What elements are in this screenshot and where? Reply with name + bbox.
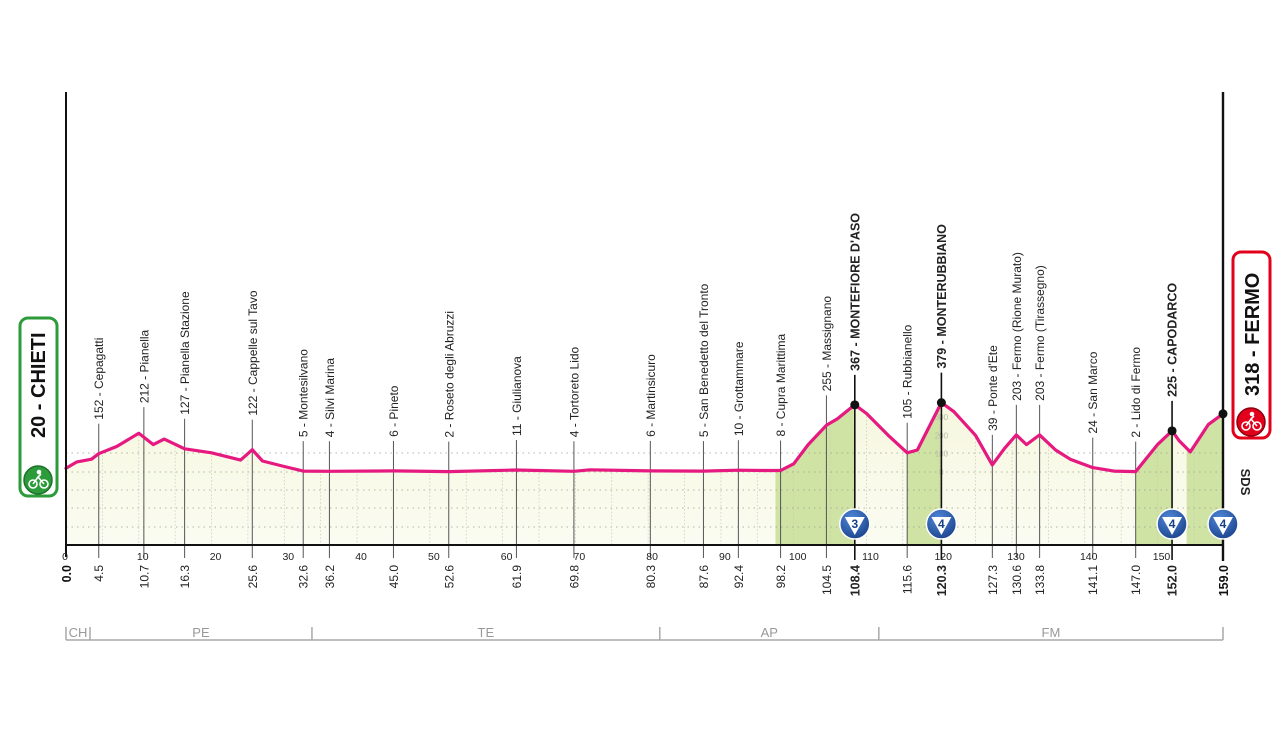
climb-segment: [775, 405, 855, 545]
x-tick-label: 100: [789, 551, 807, 563]
km-label: 52.6: [442, 565, 456, 589]
province-label: AP: [761, 625, 778, 640]
x-tick-label: 0: [62, 551, 68, 563]
x-tick-label: 70: [574, 551, 586, 563]
gpm-category-4-icon: 4: [925, 508, 958, 540]
svg-text:3: 3: [851, 517, 858, 531]
finish-label: 318 - FERMO: [1242, 273, 1264, 396]
km-label: 45.0: [387, 565, 401, 589]
waypoint-label: 152 - Cepagatti: [92, 338, 106, 420]
km-label: 80.3: [644, 565, 658, 589]
sprint-finish-label: SDS: [1238, 469, 1253, 496]
finish-box: [1231, 250, 1272, 440]
km-label: 61.9: [510, 565, 524, 589]
x-tick-label: 80: [646, 551, 658, 563]
x-tick-label: 130: [1007, 551, 1025, 563]
km-label: 25.6: [246, 565, 260, 589]
x-tick-label: 120: [934, 551, 952, 563]
profile-line: [64, 401, 1225, 474]
gpm-category-3-icon: 3: [839, 508, 871, 540]
km-label: 130.6: [1010, 565, 1024, 595]
waypoint-label: 2 - Roseto degli Abruzzi: [442, 311, 456, 438]
x-tick-label: 40: [355, 551, 367, 563]
km-label: 120.3: [935, 565, 949, 596]
km-label: 98.2: [774, 565, 788, 589]
km-label: 32.6: [297, 565, 311, 589]
waypoint-label: 127 - Pianella Stazione: [178, 291, 192, 415]
gpm-category-4-icon: 4: [1207, 508, 1239, 540]
climb-segment: [907, 405, 942, 545]
x-tick-label: 50: [428, 551, 440, 563]
waypoint-label: 367 - MONTEFIORE D'ASO: [848, 213, 862, 371]
waypoint-label: 4 - Tortoreto Lido: [567, 346, 581, 437]
waypoint-label: 4 - Silvi Marina: [323, 358, 337, 438]
x-tick-label: 10: [137, 551, 149, 563]
waypoint-label: 39 - Ponte d'Ete: [986, 345, 1000, 431]
x-tick-label: 20: [210, 551, 222, 563]
waypoint-label: 122 - Cappelle sul Tavo: [246, 290, 260, 416]
waypoint-label: 8 - Cupra Marittima: [774, 334, 788, 437]
waypoint-label: 5 - San Benedetto del Tronto: [697, 283, 711, 437]
km-label: 108.4: [848, 565, 862, 596]
waypoint-label: 11 - Giulianova: [510, 356, 524, 436]
x-tick-label: 60: [501, 551, 513, 563]
province-label: PE: [192, 625, 210, 640]
waypoint-label: 6 - Pineto: [387, 385, 401, 437]
finish-dot: [1218, 409, 1228, 419]
summit-dot: [936, 398, 946, 408]
km-label: 147.0: [1129, 565, 1143, 595]
km-label: 87.6: [697, 565, 711, 589]
waypoint-label: 5 - Montesilvano: [297, 349, 311, 437]
bike-start-icon: [23, 465, 53, 495]
km-label: 141.1: [1086, 565, 1100, 595]
km-label: 10.7: [137, 565, 151, 589]
start-label: 20 - CHIETI: [28, 332, 50, 438]
svg-text:4: 4: [1169, 517, 1176, 531]
km-label: 127.3: [986, 565, 1000, 595]
gpm-category-4-icon: 4: [1156, 508, 1188, 540]
km-label-finish: 159.0: [1217, 565, 1231, 596]
waypoint-label: 2 - Lido di Fermo: [1129, 347, 1143, 438]
waypoint-label: 6 - Martinsicuro: [644, 354, 658, 437]
waypoint-label: 225 - CAPODARCO: [1166, 283, 1180, 397]
x-tick-label: 150: [1153, 551, 1171, 563]
province-label: FM: [1042, 625, 1061, 640]
waypoint-label: 105 - Rubbianello: [901, 324, 915, 418]
km-label: 152.0: [1166, 565, 1180, 596]
km-label: 4.5: [92, 565, 106, 582]
waypoint-label: 203 - Fermo (Rione Murato): [1010, 252, 1024, 401]
x-tick-label: 140: [1080, 551, 1098, 563]
summit-dot: [850, 400, 860, 410]
x-tick-label: 90: [719, 551, 731, 563]
svg-text:4: 4: [938, 517, 945, 531]
x-tick-label: 30: [282, 551, 294, 563]
svg-text:4: 4: [1220, 517, 1227, 531]
bike-finish-icon: [1236, 407, 1266, 437]
km-label: 92.4: [732, 565, 746, 589]
waypoint-label: 379 - MONTERUBBIANO: [935, 224, 949, 369]
start-box: [18, 316, 59, 498]
km-label: 133.8: [1033, 565, 1047, 595]
km-label-start: 0.0: [60, 565, 74, 582]
km-label: 69.8: [567, 565, 581, 589]
waypoint-label: 24 - San Marco: [1086, 351, 1100, 433]
waypoint-label: 212 - Pianella: [137, 329, 151, 403]
km-label: 104.5: [820, 565, 834, 595]
summit-dot: [1167, 426, 1177, 436]
waypoint-label: 203 - Fermo (Tirassegno): [1033, 265, 1047, 401]
province-label: TE: [478, 625, 495, 640]
province-label: CH: [69, 625, 88, 640]
km-label: 36.2: [323, 565, 337, 589]
km-label: 115.6: [901, 565, 915, 594]
km-label: 16.3: [178, 565, 192, 589]
waypoint-label: 10 - Grottammare: [732, 341, 746, 436]
waypoint-label: 255 - Massignano: [820, 296, 834, 392]
x-tick-label: 110: [862, 551, 879, 563]
